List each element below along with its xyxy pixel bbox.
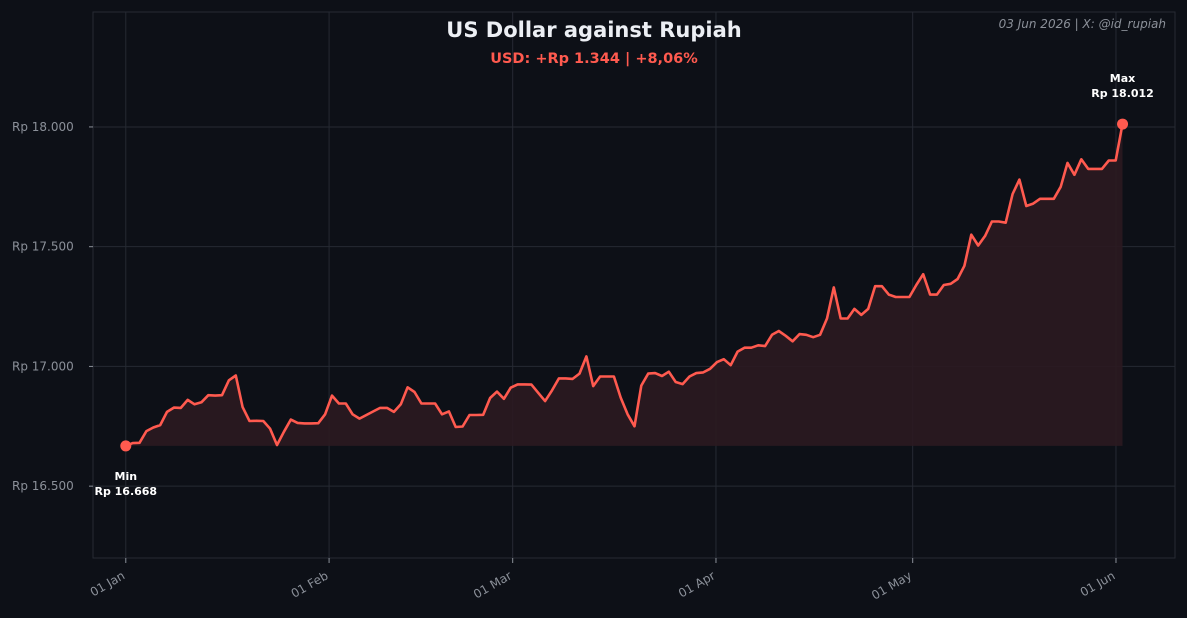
min-value: Rp 16.668 [94, 485, 157, 498]
series-layer [125, 123, 1124, 448]
max-value: Rp 18.012 [1091, 87, 1154, 100]
max-marker [1117, 118, 1129, 130]
y-tick-label: Rp 17.500 [12, 240, 74, 254]
plot-frame [92, 11, 1176, 559]
credit-text: 03 Jun 2026 | X: @id_rupiah [999, 17, 1166, 31]
series-line [125, 123, 1124, 448]
chart-subtitle: USD: +Rp 1.344 | +8,06% [490, 51, 698, 67]
y-tick-label: Rp 16.500 [12, 479, 74, 493]
min-label: Min [115, 470, 138, 483]
min-marker [120, 440, 132, 452]
y-tick-label: Rp 18.000 [12, 120, 74, 134]
max-label: Max [1110, 72, 1135, 85]
y-tick-label: Rp 17.000 [12, 359, 74, 373]
area-fill [125, 124, 1123, 446]
chart-title: US Dollar against Rupiah [446, 18, 741, 42]
annotations: Min Rp 16.668 Max Rp 18.012 [94, 72, 1153, 498]
